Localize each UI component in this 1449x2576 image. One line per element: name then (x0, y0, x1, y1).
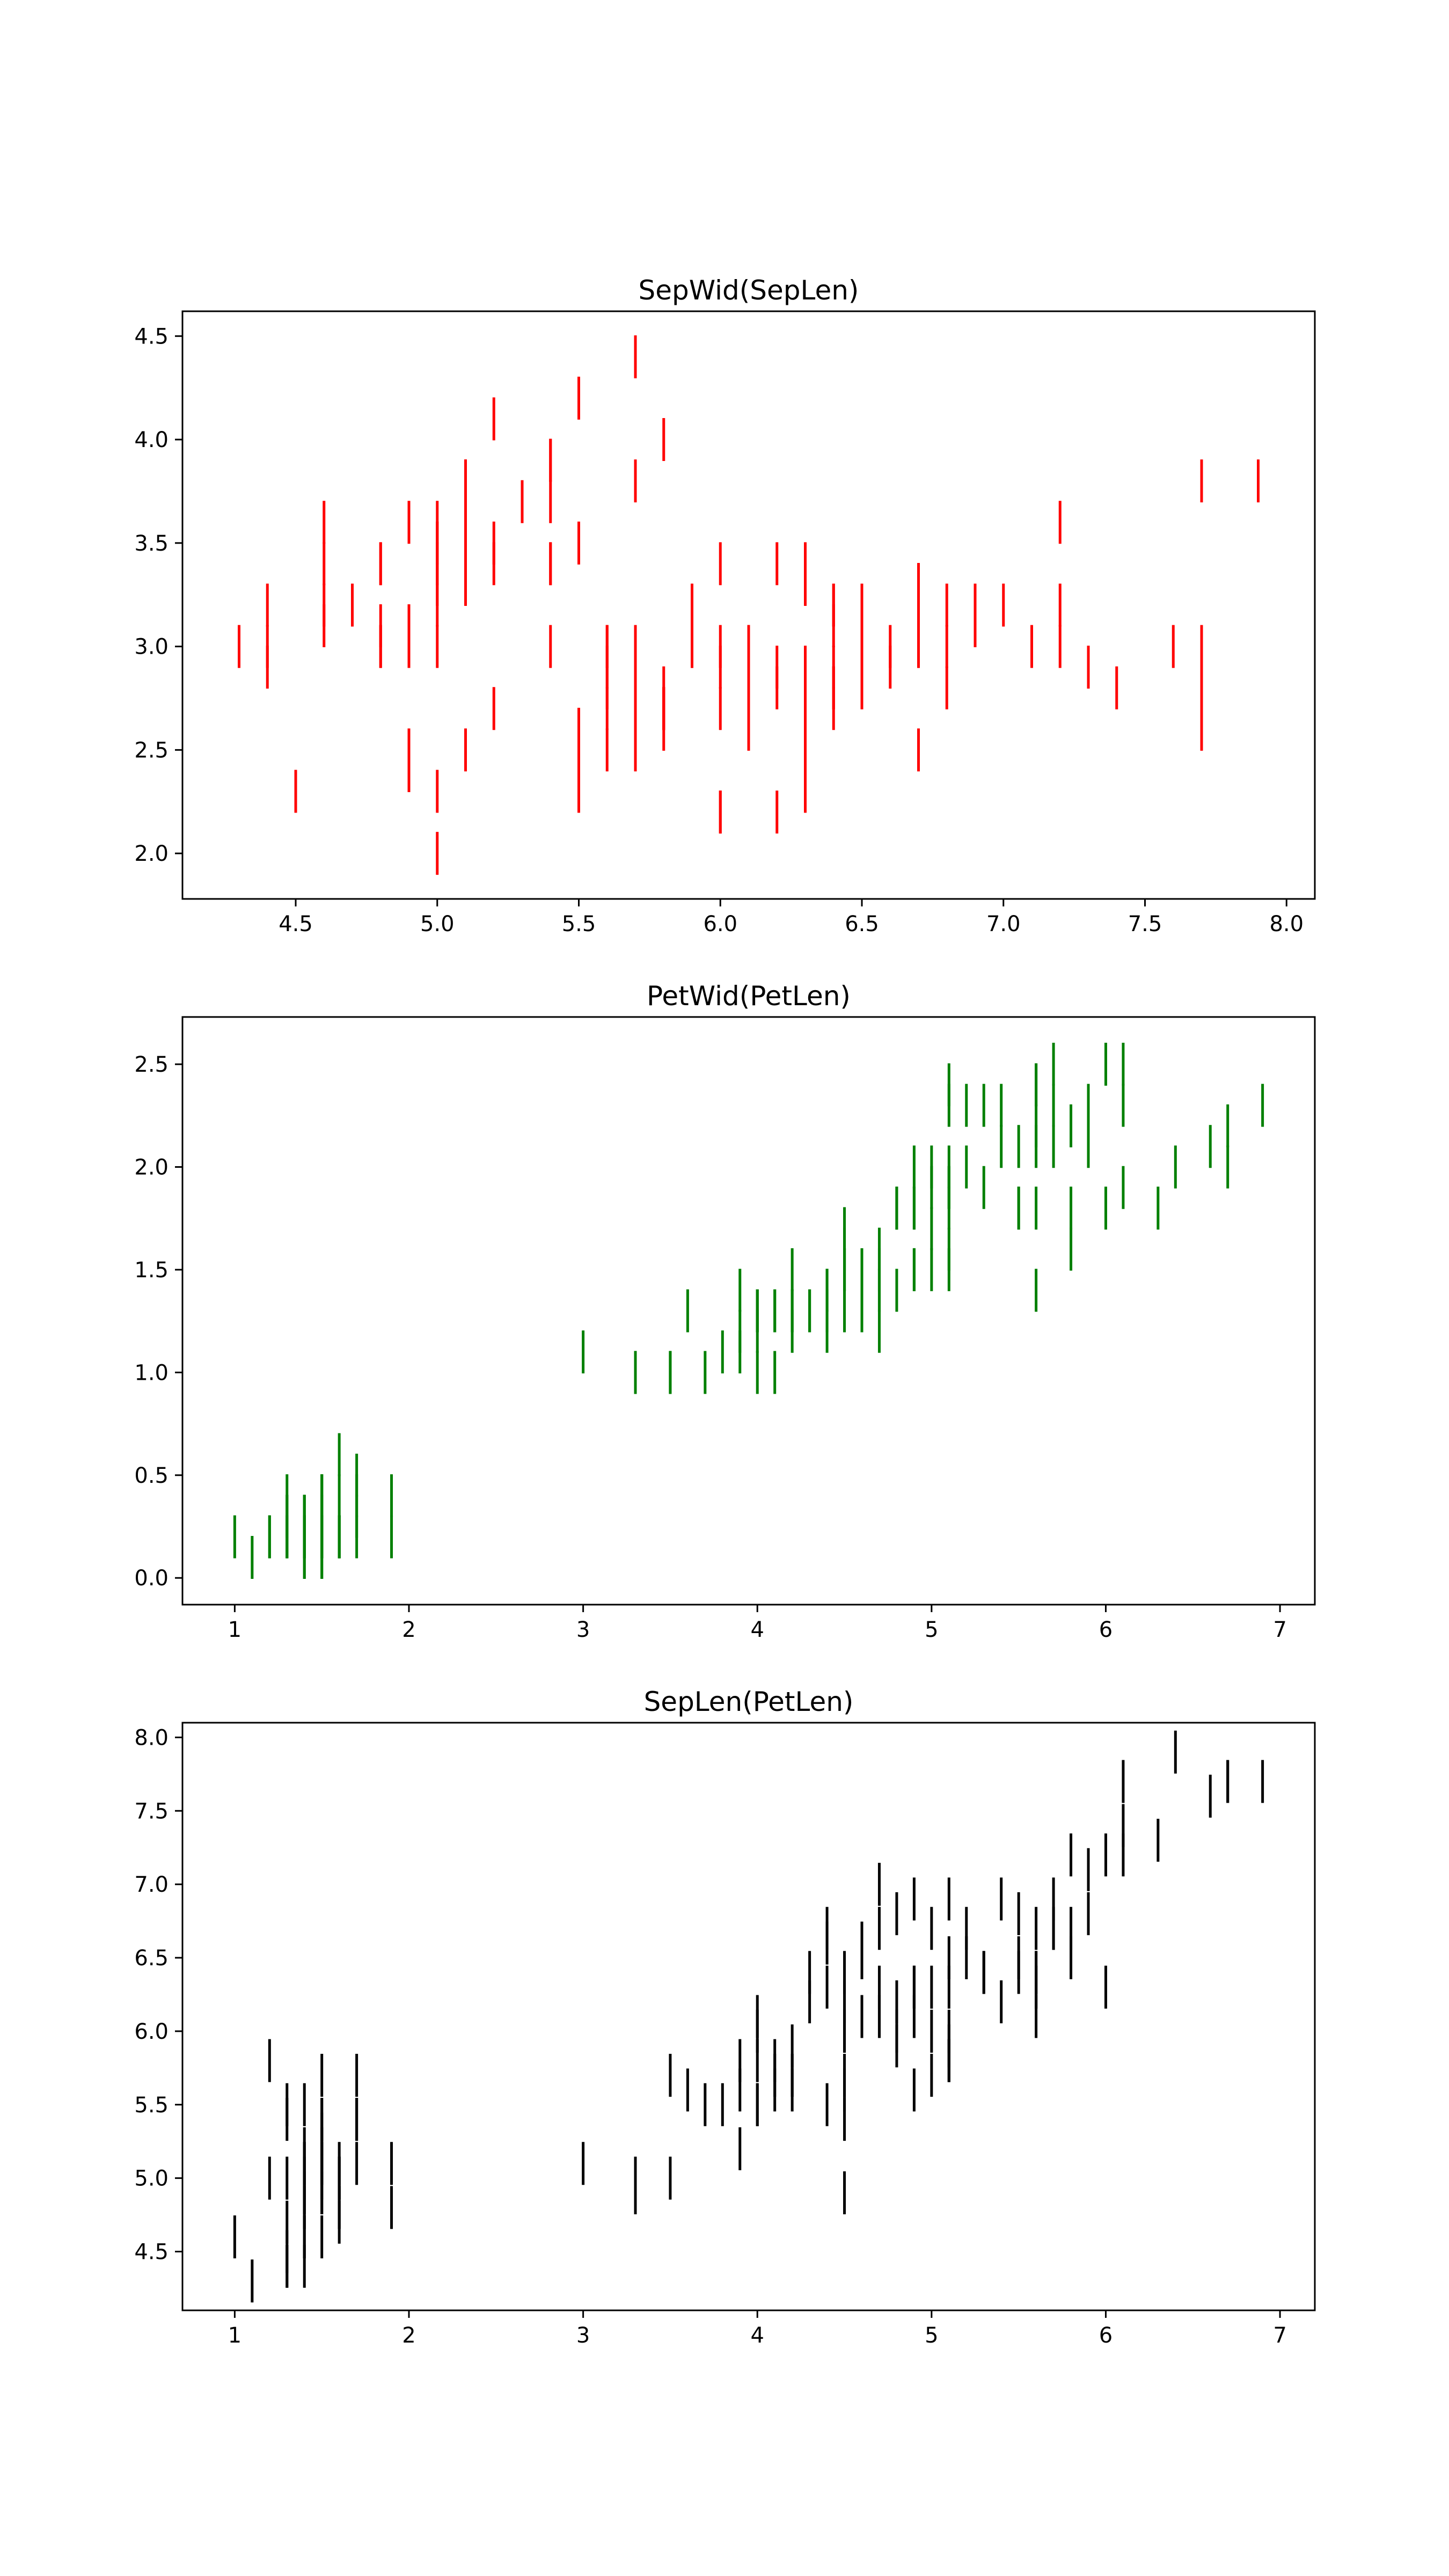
y-tick-label: 2.5 (134, 738, 169, 763)
data-points (233, 1043, 1264, 1579)
plot-frame (181, 1722, 1316, 2311)
y-tick-label: 3.5 (134, 531, 169, 556)
y-tick-label: 3.0 (134, 635, 169, 660)
chart-title: PetWid(PetLen) (647, 980, 851, 1012)
x-tick-label: 5 (925, 1618, 938, 1642)
x-tick-label: 5.0 (420, 912, 455, 936)
x-tick-label: 4.5 (279, 912, 313, 936)
y-tick-label: 7.0 (134, 1872, 169, 1897)
data-points (233, 1730, 1264, 2303)
y-tick-label: 8.0 (134, 1725, 169, 1750)
y-tick-label: 2.0 (134, 1155, 169, 1180)
x-tick-label: 2 (402, 1618, 415, 1642)
y-tick-label: 6.5 (134, 1946, 169, 1971)
y-tick-label: 0.5 (134, 1463, 169, 1488)
data-points (238, 335, 1260, 875)
y-tick-label: 2.5 (134, 1052, 169, 1077)
y-tick-label: 1.5 (134, 1258, 169, 1283)
x-tick-label: 1 (228, 1618, 241, 1642)
y-tick-label: 7.5 (134, 1799, 169, 1824)
y-tick-label: 4.5 (134, 324, 169, 349)
x-tick-label: 6.5 (845, 912, 879, 936)
x-tick-label: 6.0 (703, 912, 737, 936)
y-tick-label: 1.0 (134, 1360, 169, 1385)
x-tick-label: 5.5 (562, 912, 596, 936)
y-tick-label: 5.0 (134, 2167, 169, 2191)
chart-1: SepWid(SepLen) 4.5 5.0 5.5 6.0 6.5 7.0 7.5 8.0 2.… (134, 275, 1316, 936)
x-tick-label: 5 (925, 2323, 938, 2348)
x-tick-label: 1 (228, 2323, 241, 2348)
x-tick-label: 2 (402, 2323, 415, 2348)
chart-title: SepWid(SepLen) (639, 275, 859, 306)
x-tick-label: 6 (1099, 2323, 1113, 2348)
x-tick-label: 3 (576, 1618, 590, 1642)
y-tick-label: 4.5 (134, 2240, 169, 2265)
y-tick-label: 4.0 (134, 428, 169, 452)
x-tick-label: 7 (1273, 1618, 1286, 1642)
x-tick-label: 8.0 (1269, 912, 1304, 936)
x-tick-label: 3 (576, 2323, 590, 2348)
x-tick-label: 6 (1099, 1618, 1113, 1642)
plot-frame (181, 310, 1316, 900)
x-tick-label: 7 (1273, 2323, 1286, 2348)
x-tick-label: 4 (751, 2323, 764, 2348)
chart-title: SepLen(PetLen) (644, 1686, 854, 1717)
y-tick-label: 5.5 (134, 2093, 169, 2118)
x-tick-label: 7.0 (986, 912, 1021, 936)
x-tick-label: 7.5 (1128, 912, 1162, 936)
plot-frame (181, 1016, 1316, 1606)
y-tick-label: 2.0 (134, 841, 169, 866)
chart-2: PetWid(PetLen) 1 2 3 4 5 6 7 0.0 0.5 1.0 1.5 2.0 2.5 (134, 980, 1316, 1642)
x-tick-label: 4 (751, 1618, 764, 1642)
y-tick-label: 0.0 (134, 1566, 169, 1591)
chart-3: SepLen(PetLen) 1 2 3 4 5 6 7 4.5 5.0 5.5 6.0 6.5 7.0 7… (134, 1686, 1316, 2348)
y-tick-label: 6.0 (134, 2019, 169, 2044)
